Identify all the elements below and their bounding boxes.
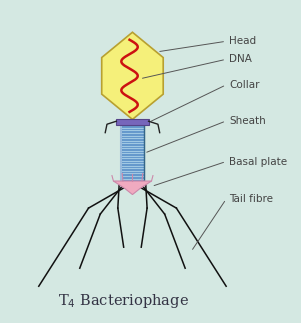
Text: Basal plate: Basal plate <box>229 157 287 166</box>
Bar <box>121 125 144 181</box>
Polygon shape <box>113 181 151 194</box>
Text: Head: Head <box>229 36 256 46</box>
Text: DNA: DNA <box>229 54 252 64</box>
Text: Sheath: Sheath <box>229 116 266 126</box>
Text: Collar: Collar <box>229 80 259 90</box>
Text: T$_4$ Bacteriophage: T$_4$ Bacteriophage <box>58 292 189 310</box>
Bar <box>116 120 149 125</box>
Polygon shape <box>102 32 163 120</box>
Text: Tail fibre: Tail fibre <box>229 194 273 204</box>
